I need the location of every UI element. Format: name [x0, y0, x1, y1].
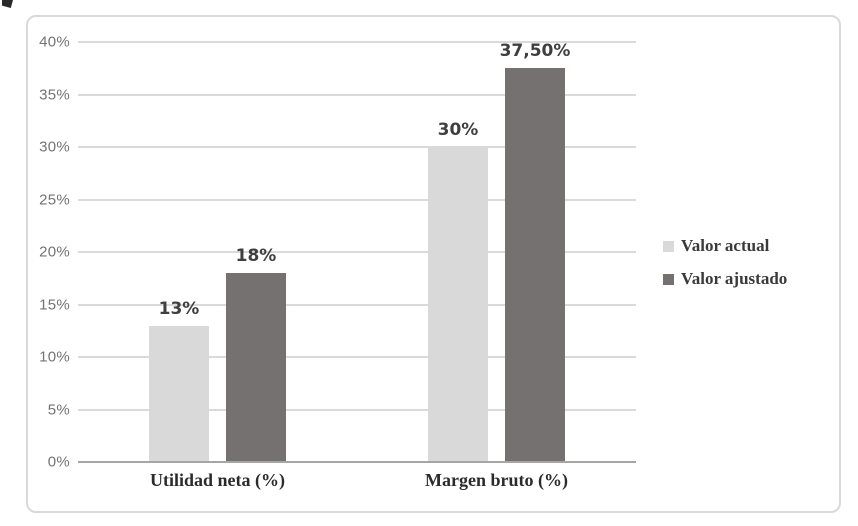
bar-valor-actual-1 — [428, 147, 488, 462]
y-axis-tick-label: 25% — [39, 191, 70, 208]
x-axis-category-label: Utilidad neta (%) — [150, 470, 285, 490]
legend-label: Valor ajustado — [681, 269, 788, 288]
bar-data-label: 13% — [158, 298, 200, 319]
y-axis-tick-label: 30% — [39, 138, 70, 156]
y-axis-tick-label: 15% — [39, 296, 70, 313]
bar-data-label: 30% — [437, 120, 479, 140]
bar-data-label: 18% — [235, 246, 277, 266]
y-axis-tick-label: 5% — [47, 401, 70, 418]
gridline — [78, 41, 636, 43]
gridline — [78, 356, 636, 358]
y-axis-tick-label: 35% — [39, 86, 70, 103]
y-axis-tick-label: 0% — [47, 453, 70, 471]
legend-item: Valor ajustado — [663, 269, 787, 289]
gridline — [78, 198, 636, 201]
y-axis-tick-label: 20% — [39, 243, 70, 261]
bar-data-label: 37,50% — [499, 41, 571, 62]
legend-label: Valor actual — [681, 236, 770, 255]
legend-swatch — [663, 240, 674, 252]
gridline — [78, 408, 636, 411]
gridline — [78, 93, 636, 96]
bar-valor-ajustado-0 — [226, 273, 286, 462]
x-axis-line — [78, 461, 636, 463]
y-axis-tick-label: 40% — [39, 33, 70, 51]
scan-artifact-mark — [2, 0, 13, 8]
legend-item: Valor actual — [663, 236, 787, 256]
gridline — [78, 146, 636, 148]
legend: Valor actual Valor ajustado — [663, 236, 787, 289]
bar-valor-actual-0 — [149, 325, 209, 462]
y-axis-tick-label: 10% — [39, 348, 70, 366]
gridline — [78, 251, 636, 253]
bar-valor-ajustado-1 — [505, 68, 565, 462]
legend-swatch — [663, 273, 674, 285]
x-axis-category-label: Margen bruto (%) — [425, 470, 568, 490]
gridline — [78, 303, 636, 306]
